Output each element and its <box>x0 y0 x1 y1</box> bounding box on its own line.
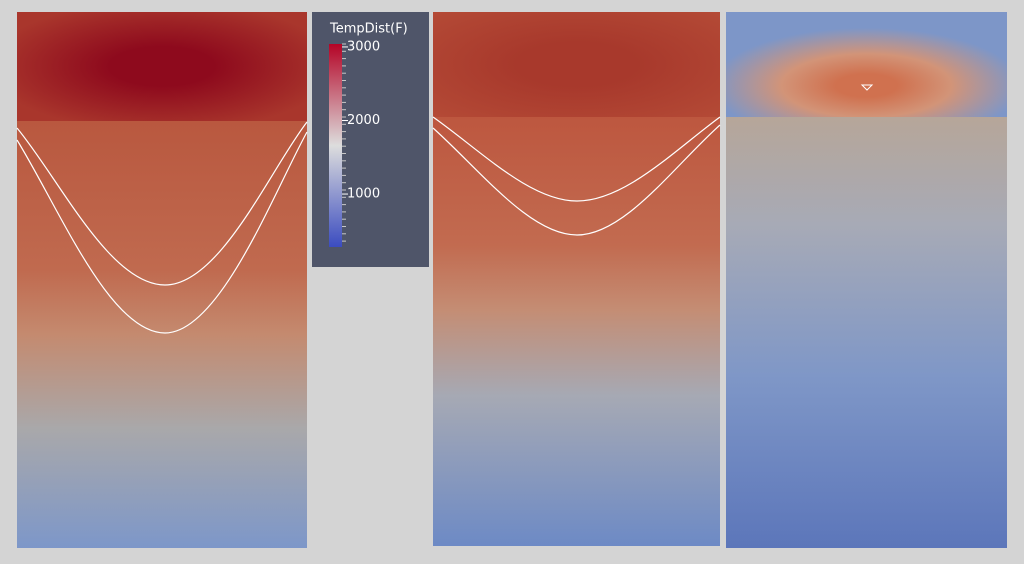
tick-label: 2000 <box>347 113 380 128</box>
tick-label: 3000 <box>347 39 380 54</box>
color-legend: TempDist(F) 1000 2000 3000 <box>312 12 429 267</box>
tick-label: 1000 <box>347 187 380 202</box>
panel-left <box>16 12 308 548</box>
legend-title: TempDist(F) <box>329 22 408 37</box>
panel-right <box>726 12 1007 548</box>
panel-middle <box>432 12 721 546</box>
